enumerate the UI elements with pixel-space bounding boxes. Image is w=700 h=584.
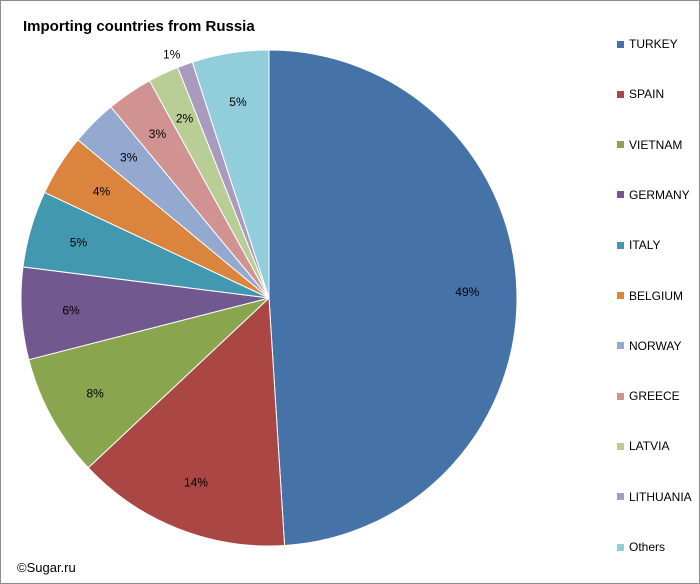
legend-item-germany: GERMANY [617,186,690,204]
legend-item-turkey: TURKEY [617,35,678,53]
legend-swatch [617,191,624,199]
slice-label-vietnam: 8% [86,387,104,401]
legend-label: GREECE [629,389,680,404]
legend-label: LITHUANIA [629,489,692,504]
legend-item-others: Others [617,538,665,556]
legend-swatch [617,241,624,249]
legend-label: GERMANY [629,187,690,202]
legend-swatch [617,493,624,501]
chart-title: Importing countries from Russia [23,18,255,35]
slice-label-latvia: 2% [176,111,194,125]
legend-item-belgium: BELGIUM [617,287,683,305]
legend-swatch [617,90,624,98]
legend-label: NORWAY [629,338,682,353]
legend-label: ITALY [629,238,661,253]
legend-swatch [617,442,624,450]
slice-label-spain: 14% [184,475,208,489]
legend-label: BELGIUM [629,288,684,303]
legend-item-lithuania: LITHUANIA [617,488,692,506]
slice-label-italy: 5% [70,236,88,250]
legend-swatch [617,40,624,48]
source-note: ©Sugar.ru [17,560,76,575]
legend-label: SPAIN [629,87,665,102]
legend-swatch [617,342,624,350]
slice-label-turkey: 49% [455,285,479,299]
legend-item-greece: GREECE [617,387,680,405]
slice-label-germany: 6% [62,303,80,317]
legend-item-norway: NORWAY [617,337,681,355]
legend-label: VIETNAM [629,137,683,152]
slice-label-others: 5% [229,95,247,109]
legend-item-latvia: LATVIA [617,437,669,455]
legend-label: Others [629,540,666,554]
pie-slice-others [191,49,270,299]
slice-label-lithuania: 1% [163,48,181,62]
legend-swatch [617,543,624,551]
pie-slice-turkey [268,49,518,547]
slice-label-norway: 3% [120,151,138,165]
pie-slice-vietnam [28,297,270,469]
legend-swatch [617,141,624,149]
legend-label: TURKEY [629,37,678,51]
legend-item-vietnam: VIETNAM [617,136,682,154]
slice-label-greece: 3% [149,127,167,141]
legend-item-italy: ITALY [617,236,661,254]
legend-swatch [617,292,624,299]
legend-item-spain: SPAIN [617,85,664,103]
legend: TURKEY SPAIN VIETNAM GERMANY ITALY BELGIUM NOR… [617,35,700,557]
pie-slice-spain [87,296,286,547]
legend-swatch [617,392,624,400]
legend-label: LATVIA [629,439,670,454]
slice-label-belgium: 4% [93,185,111,199]
